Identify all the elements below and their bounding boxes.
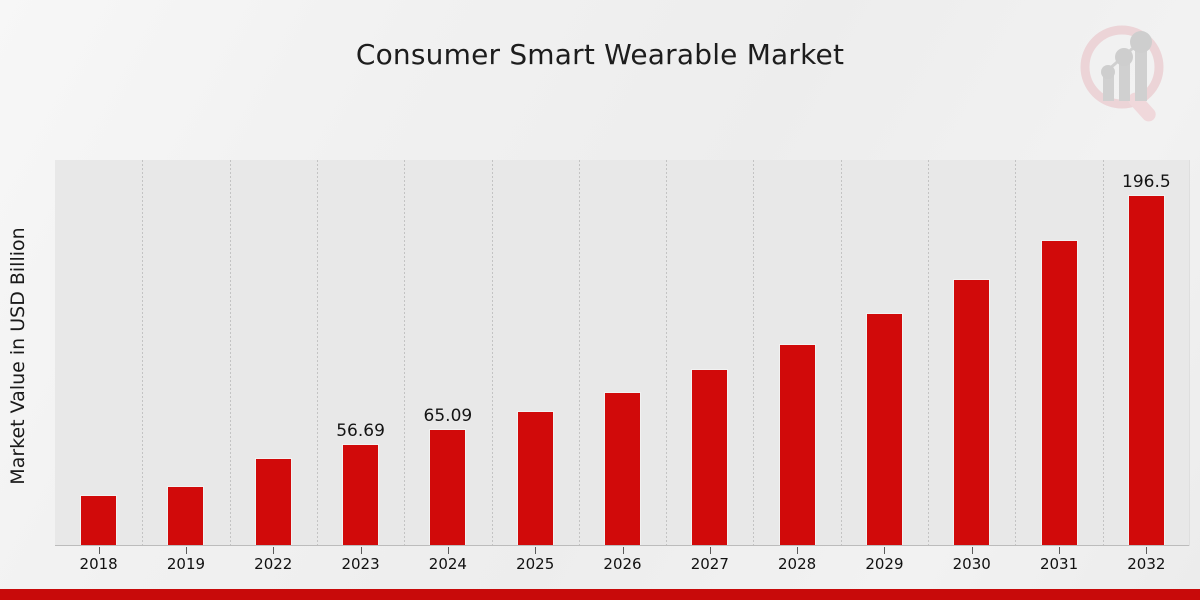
x-tick-2029 [884, 547, 886, 554]
x-tick-label-2023: 2023 [341, 555, 380, 573]
x-tick-2023 [360, 547, 362, 554]
x-tick-2026 [622, 547, 624, 554]
x-tick-label-2027: 2027 [690, 555, 729, 573]
x-tick-2022 [273, 547, 275, 554]
bar-group-2027[interactable] [691, 368, 729, 545]
bar-group-2024[interactable]: 65.09 [424, 407, 472, 545]
bar-2018[interactable] [80, 495, 118, 545]
bar-2027[interactable] [691, 368, 729, 545]
bar-2026[interactable] [604, 391, 641, 545]
x-tick-2018 [98, 547, 100, 554]
x-tick-label-2024: 2024 [428, 555, 467, 573]
bar-group-2025[interactable] [516, 411, 554, 545]
bar-value-label: 65.09 [423, 405, 473, 426]
bar-group-2026[interactable] [604, 391, 641, 545]
x-tick-2024 [447, 547, 449, 554]
bar-2023[interactable] [342, 443, 380, 545]
bar-2029[interactable] [865, 313, 903, 545]
bar-2022[interactable] [254, 457, 292, 545]
x-tick-label-2019: 2019 [166, 555, 206, 573]
bar-group-2032[interactable]: 196.5 [1122, 173, 1171, 545]
bar-2024[interactable] [429, 428, 467, 545]
x-tick-2028 [797, 547, 799, 554]
bar-2031[interactable] [1040, 240, 1078, 545]
bars-layer: 56.69 65.09 196.5 [55, 160, 1189, 546]
footer-accent-bar [0, 589, 1200, 600]
bar-2030[interactable] [953, 279, 991, 545]
bar-2032[interactable] [1127, 194, 1165, 545]
bar-group-2031[interactable] [1040, 240, 1078, 545]
x-tick-2030 [971, 547, 973, 554]
bar-2019[interactable] [167, 486, 205, 545]
x-tick-label-2018: 2018 [79, 555, 118, 573]
magnifier-bar-chart-logo-icon [1072, 20, 1182, 122]
x-tick-label-2031: 2031 [1039, 555, 1079, 573]
bar-2028[interactable] [778, 343, 816, 545]
x-tick-2031 [1059, 547, 1061, 554]
bar-group-2022[interactable] [254, 457, 292, 545]
bar-value-label: 56.69 [336, 420, 385, 441]
bar-group-2028[interactable] [778, 343, 816, 545]
bar-2025[interactable] [516, 411, 554, 545]
x-tick-label-2028: 2028 [778, 555, 817, 573]
bar-group-2018[interactable] [80, 495, 118, 545]
bar-group-2023[interactable]: 56.69 [336, 422, 385, 545]
x-tick-label-2026: 2026 [603, 555, 642, 573]
bar-value-label: 196.5 [1122, 171, 1171, 192]
x-tick-label-2032: 2032 [1127, 555, 1166, 573]
y-axis-title: Market Value in USD Billion [7, 227, 29, 485]
bar-group-2030[interactable] [953, 279, 991, 545]
x-tick-label-2022: 2022 [254, 555, 293, 573]
page-title: Consumer Smart Wearable Market [355, 38, 845, 71]
x-tick-2032 [1146, 547, 1148, 554]
x-axis-line [55, 545, 1189, 546]
x-tick-label-2029: 2029 [865, 555, 904, 573]
bar-group-2029[interactable] [865, 313, 903, 545]
x-tick-label-2025: 2025 [516, 555, 555, 573]
x-tick-2025 [535, 547, 537, 554]
plot-area: 56.69 65.09 196.5 [55, 160, 1190, 546]
x-tick-2019 [185, 547, 187, 554]
x-tick-label-2030: 2030 [952, 555, 991, 573]
bar-group-2019[interactable] [167, 486, 205, 545]
x-tick-2027 [709, 547, 711, 554]
